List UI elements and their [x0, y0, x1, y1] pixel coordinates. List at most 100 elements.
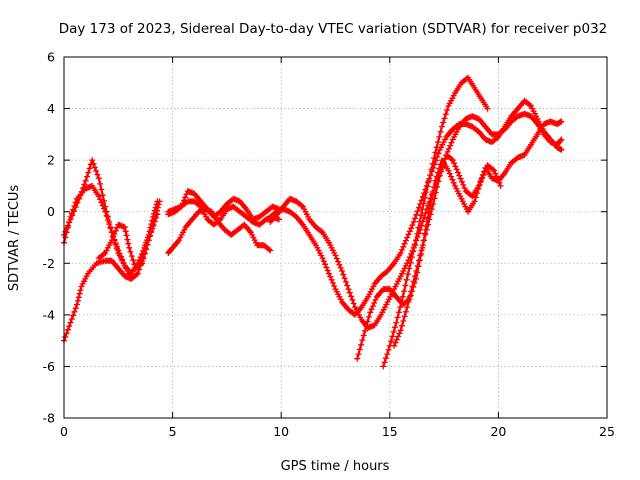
data-point [438, 168, 445, 175]
y-tick-label: 6 [47, 50, 55, 65]
data-point [117, 253, 124, 260]
data-point [101, 251, 107, 257]
data-point [101, 205, 107, 212]
x-tick-label: 10 [273, 424, 289, 439]
data-point [267, 247, 274, 254]
x-tick-label: 15 [382, 424, 398, 439]
data-point [478, 175, 485, 182]
data-point [133, 271, 140, 278]
data-point [410, 248, 417, 255]
data-point [442, 111, 449, 118]
data-point [393, 336, 400, 343]
data-point [139, 260, 146, 267]
data-point [75, 294, 82, 301]
data-point [362, 327, 368, 334]
data-point [144, 241, 151, 248]
data-point [156, 198, 163, 205]
series-track-3 [61, 257, 135, 344]
data-point [359, 337, 366, 344]
data-point [103, 212, 110, 219]
data-point [427, 211, 434, 218]
data-point [349, 296, 356, 303]
data-point [422, 210, 429, 217]
data-point [298, 202, 305, 209]
data-point [70, 312, 77, 319]
data-point [394, 314, 401, 321]
data-point [430, 201, 437, 207]
data-point [364, 318, 371, 325]
data-point [475, 182, 482, 189]
data-point [385, 346, 392, 353]
data-point [68, 316, 75, 322]
data-point [329, 279, 336, 286]
data-point [76, 290, 83, 297]
data-point [449, 176, 456, 183]
data-series [61, 74, 565, 370]
data-point [433, 144, 440, 151]
data-point [407, 259, 414, 266]
data-point [82, 177, 89, 184]
data-point [419, 206, 426, 213]
data-point [365, 313, 372, 320]
data-point [399, 322, 405, 329]
data-point [406, 265, 413, 272]
data-point [68, 210, 75, 217]
data-point [409, 222, 416, 229]
data-point [429, 160, 436, 167]
data-point [85, 169, 92, 176]
data-point [423, 226, 430, 233]
data-point [427, 172, 434, 179]
y-tick-label: 0 [47, 204, 55, 219]
data-point [127, 248, 134, 255]
data-point [148, 227, 155, 234]
data-point [141, 251, 148, 257]
data-point [155, 201, 162, 208]
data-point [431, 155, 438, 162]
data-point [448, 156, 455, 163]
data-point [396, 330, 403, 337]
data-point [400, 318, 407, 324]
data-point [340, 271, 347, 278]
data-point [447, 142, 454, 149]
data-point [431, 195, 438, 202]
data-point [328, 276, 335, 283]
data-point [216, 217, 223, 224]
data-point [63, 229, 70, 236]
data-point [131, 261, 138, 268]
data-point [415, 204, 422, 211]
data-point [67, 213, 74, 220]
data-point [102, 208, 109, 215]
data-point [411, 242, 418, 249]
data-point [66, 323, 73, 330]
data-point [414, 208, 421, 215]
data-point [64, 224, 71, 231]
data-point [415, 257, 422, 264]
data-point [401, 240, 408, 247]
x-tick-label: 25 [599, 424, 615, 439]
data-point [327, 273, 334, 280]
data-point [417, 252, 424, 259]
data-point [479, 172, 486, 179]
y-tick-label: -2 [43, 256, 55, 271]
data-point [123, 232, 130, 239]
data-point [106, 221, 113, 228]
data-point [408, 288, 415, 295]
data-point [323, 264, 330, 271]
data-point [414, 262, 421, 269]
data-point [397, 304, 404, 311]
data-point [119, 256, 126, 263]
data-point [438, 123, 445, 130]
data-point [154, 207, 160, 214]
data-point [435, 178, 442, 185]
data-point [392, 324, 398, 331]
data-point [108, 237, 115, 244]
data-point [348, 293, 355, 300]
data-point [491, 167, 498, 174]
data-point [461, 185, 468, 191]
y-tick-label: 4 [47, 101, 55, 116]
series-line [269, 112, 563, 329]
series-track-7 [165, 198, 282, 228]
series-track-8 [267, 110, 565, 331]
data-point [112, 227, 119, 234]
data-point [107, 225, 114, 232]
